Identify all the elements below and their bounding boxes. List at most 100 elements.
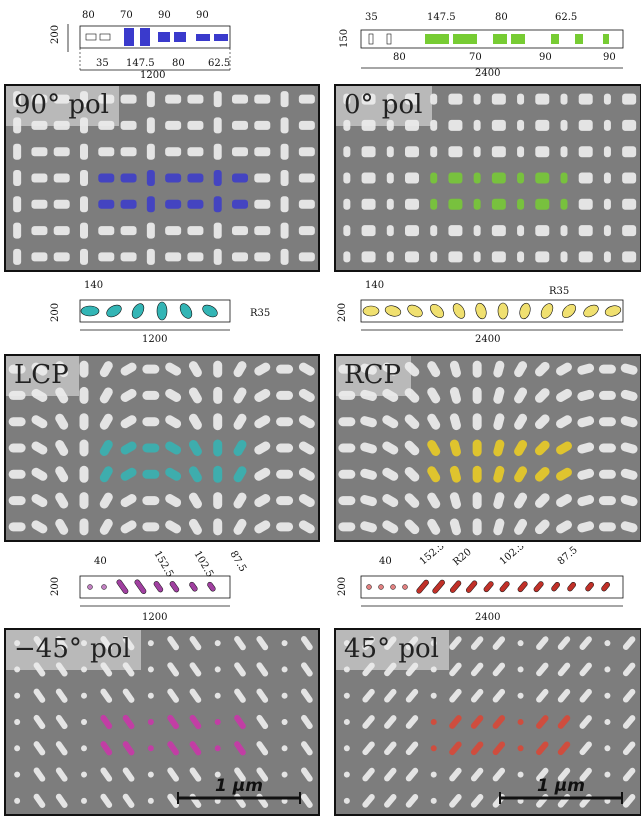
nanostructure: [165, 520, 182, 534]
nanostructure: [189, 767, 202, 782]
dim-top-1: 35: [365, 12, 378, 23]
nanostructure: [598, 469, 616, 479]
nanostructure: [281, 719, 288, 725]
nanostructure: [449, 465, 461, 483]
nanostructure: [386, 198, 394, 210]
nanostructure: [234, 688, 246, 703]
nanostructure: [142, 364, 160, 374]
nanostructure: [53, 173, 70, 183]
nanostructure: [578, 146, 593, 158]
nanostructure: [187, 173, 204, 183]
nanostructure: [384, 767, 397, 782]
nanostructure: [604, 666, 611, 673]
nanostructure: [577, 389, 595, 401]
dim-1: 40: [379, 556, 392, 567]
nanostructure: [405, 794, 419, 808]
nanostructure: [79, 413, 89, 431]
nanostructure: [577, 363, 595, 375]
nanostructure: [517, 119, 525, 131]
nanostructure: [556, 494, 572, 508]
nanostructure: [55, 440, 69, 456]
nanostructure: [491, 146, 506, 158]
nanostructure: [232, 147, 248, 157]
nanostructure: [430, 146, 438, 158]
nanostructure: [234, 662, 246, 677]
dim-height: 200: [50, 25, 61, 44]
nanostructure: [338, 522, 356, 532]
nanostructure: [55, 741, 68, 756]
nanostructure: [234, 714, 246, 730]
nanostructure: [188, 492, 202, 509]
nanostructure: [386, 146, 394, 158]
dim-top: 140: [365, 280, 384, 291]
nanostructure: [213, 492, 223, 510]
nanostructure: [517, 640, 524, 647]
nanostructure: [254, 120, 271, 130]
nanostructure: [517, 251, 525, 263]
nanostructure: [280, 91, 289, 108]
nanostructure: [362, 794, 375, 808]
nanostructure: [298, 252, 315, 262]
nanostructure: [120, 94, 137, 104]
nanostructure: [14, 797, 21, 804]
nanostructure: [165, 467, 182, 481]
nanostructure: [298, 94, 315, 104]
nanostructure: [449, 360, 461, 378]
nanostructure: [598, 443, 616, 453]
nanostructure: [405, 741, 419, 756]
nanostructure: [493, 518, 505, 536]
dim-3: 102.5: [191, 549, 215, 579]
nanostructure: [343, 198, 351, 210]
nanostructure: [256, 662, 269, 677]
nanostructure: [405, 688, 419, 703]
nanostructure: [578, 198, 593, 210]
nanostructure: [214, 640, 221, 647]
nanostructure: [622, 636, 636, 650]
nanostructure: [256, 688, 269, 703]
nanostructure: [448, 146, 463, 158]
nanostructure: [382, 467, 399, 481]
dim-top-4: 90: [196, 10, 209, 21]
nanostructure: [55, 767, 68, 782]
nanostructure: [120, 147, 137, 157]
panel-label: LCP: [6, 356, 79, 396]
nanostructure: [13, 248, 22, 265]
nanostructure: [147, 640, 154, 647]
nanostructure: [120, 467, 137, 481]
nanostructure: [31, 494, 48, 508]
nanostructure: [404, 440, 420, 456]
nanostructure: [213, 222, 222, 239]
nanostructure: [120, 494, 137, 508]
nanostructure: [167, 767, 180, 782]
nanostructure: [603, 172, 611, 184]
nanostructure: [254, 362, 271, 376]
nanostructure: [232, 94, 248, 104]
nanostructure: [189, 741, 202, 756]
nanostructure: [604, 771, 611, 778]
nanostructure: [120, 388, 137, 402]
nanostructure: [280, 117, 289, 134]
nanostructure: [577, 442, 595, 454]
nanostructure: [188, 413, 202, 430]
nanostructure: [517, 225, 525, 237]
nanostructure: [254, 147, 271, 157]
nanostructure: [622, 767, 636, 782]
nanostructure: [120, 199, 137, 209]
nanostructure: [556, 467, 572, 481]
nanostructure: [514, 466, 528, 483]
nanostructure: [33, 741, 46, 756]
dim-1: 40: [94, 556, 107, 567]
nanostructure: [343, 719, 350, 726]
nanostructure: [233, 361, 247, 378]
nanostructure: [493, 492, 505, 509]
nanostructure: [577, 468, 595, 480]
nanostructure: [213, 360, 223, 378]
nanostructure: [622, 715, 636, 729]
nanostructure: [165, 415, 182, 429]
nanostructure: [472, 518, 482, 536]
nanostructure: [254, 173, 271, 183]
nanostructure: [33, 714, 46, 730]
nanostructure: [254, 94, 271, 104]
nanostructure: [280, 196, 289, 213]
nanostructure: [470, 794, 484, 808]
